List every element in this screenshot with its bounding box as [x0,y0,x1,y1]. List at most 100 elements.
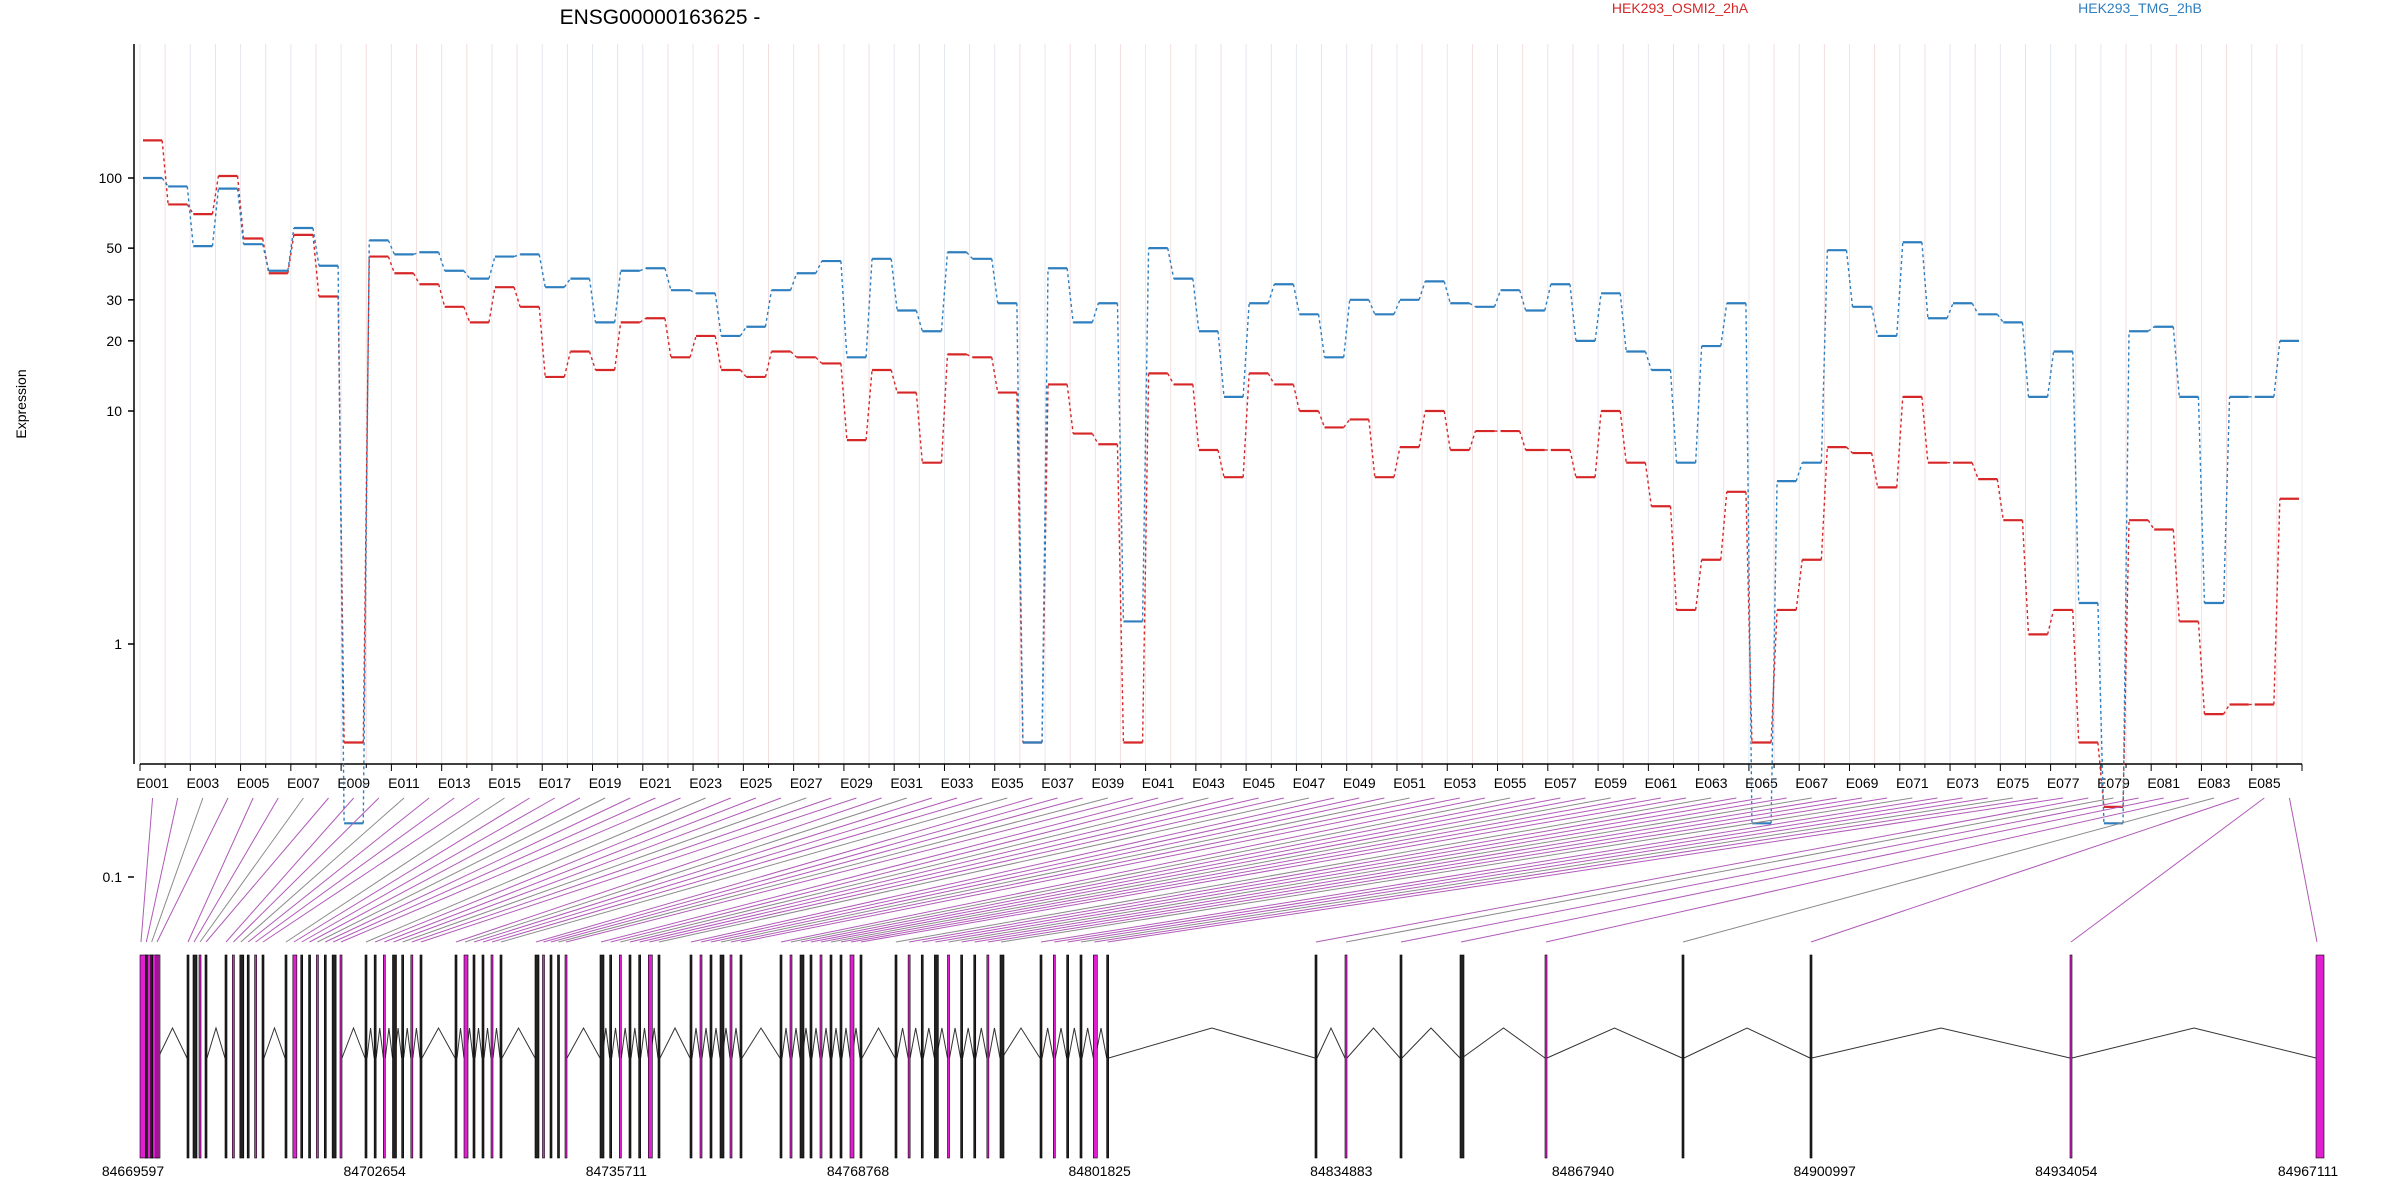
series-connector [1996,313,2004,323]
y-tick-label: 10 [106,403,122,419]
exon-connector [340,797,681,943]
exon [186,954,190,1159]
exon [454,954,458,1159]
x-tick-label: E011 [388,775,420,791]
series-connector [2147,326,2155,332]
x-tick-label: E065 [1745,775,1778,791]
exon-connector [830,797,1611,943]
exon-connector [800,797,1536,943]
x-tick-label: E045 [1242,775,1275,791]
exon [648,954,653,1159]
genomic-coordinate-label: 84735711 [586,1163,647,1179]
exon [628,954,632,1159]
intron [791,1027,801,1059]
intron [741,1027,781,1059]
exon [1106,954,1109,1159]
series-connector [412,272,421,285]
exon [849,954,855,1159]
exon-connector [365,797,706,943]
intron [831,1027,841,1059]
series-connector [211,175,220,215]
exon [809,954,813,1159]
series-connector [664,318,672,358]
series-connector [1921,242,1929,319]
x-tick-label: E025 [740,775,773,791]
series-connector [1594,293,1602,341]
intron [421,1026,456,1059]
exon [619,954,622,1159]
exon [239,954,245,1159]
exon [261,954,265,1159]
intron [403,1027,412,1059]
exon-connector [987,797,1888,943]
intron [366,1027,375,1059]
series-connector [1393,446,1401,478]
exon [1314,954,1318,1159]
exon-connector [895,797,1712,943]
exon-connector [710,797,1385,943]
series-connector [312,234,320,297]
genomic-coordinate-label: 84768768 [827,1163,890,1179]
exon [139,954,161,1159]
series-connector [613,322,622,371]
intron [1041,1027,1054,1059]
x-tick-label: E017 [538,775,571,791]
series-connector [1694,559,1703,611]
series-connector [1368,419,1376,478]
exon-connector [740,797,1460,943]
x-tick-label: E015 [488,775,521,791]
exon-connector [935,797,1787,943]
series-connector [337,265,345,824]
series-connector [362,256,370,743]
exon [609,954,612,1159]
exon [564,954,568,1159]
intron [781,1027,791,1059]
intron [157,1026,188,1059]
y-tick-label: 100 [99,170,123,186]
series-connector [413,251,420,256]
exon-connector [565,797,1134,943]
exon [339,954,343,1159]
series-connector [437,284,446,307]
y-tick-label: 1 [114,636,122,652]
series-connector [1971,302,1979,315]
series-connector [588,278,597,323]
exon [934,954,939,1159]
series-connector [287,227,295,271]
x-tick-label: E061 [1645,775,1678,791]
exon [373,954,377,1159]
series-connector [2097,602,2105,824]
intron [611,1027,620,1059]
exon-connector [384,797,757,943]
exon-connector [810,797,1561,943]
exon [1066,954,1069,1159]
exon-connector [600,797,1159,943]
intron [1346,1027,1401,1059]
exon [192,954,198,1159]
exon-connector [473,797,933,943]
exon-connector [309,797,581,943]
series-connector [2197,396,2206,603]
series-connector [689,335,697,358]
x-tick-label: E003 [186,775,219,791]
x-tick-label: E059 [1594,775,1627,791]
y-tick-label: 50 [106,240,122,256]
x-tick-label: E013 [438,775,471,791]
intron [375,1027,384,1059]
series-connector [940,354,949,463]
exon [920,954,924,1159]
series-connector [714,293,722,337]
exon-connector [199,797,304,943]
series-connector [1242,373,1250,478]
series-connector [789,273,798,291]
series-connector [1167,248,1175,279]
series-connector [840,363,848,441]
exon-connector [550,797,1083,943]
exon-connector [402,797,807,943]
exon [1039,954,1043,1159]
series-connector [1971,462,1979,480]
genomic-coordinate-label: 84967111 [2278,1163,2338,1179]
exon-connector [1545,797,2189,943]
exon [779,954,783,1159]
exon-connector [332,797,656,943]
